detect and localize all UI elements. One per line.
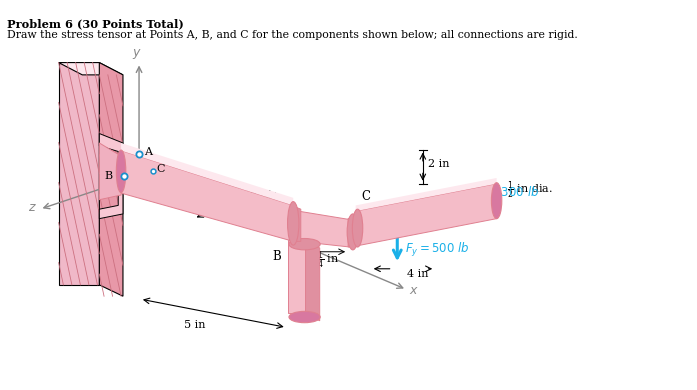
Text: 4 in: 4 in [407,268,428,278]
Text: z: z [28,201,34,214]
Text: C: C [361,190,370,204]
Polygon shape [305,240,320,321]
Text: $\frac{1}{2}$ in dia.: $\frac{1}{2}$ in dia. [507,179,553,201]
Text: $\frac{3}{4}$ in dia.: $\frac{3}{4}$ in dia. [236,185,282,207]
Polygon shape [59,62,99,285]
Text: $\frac{1}{4}$ in: $\frac{1}{4}$ in [304,216,326,237]
Polygon shape [59,62,123,75]
Text: $F_y = 500\ \mathit{lb}$: $F_y = 500\ \mathit{lb}$ [405,241,470,259]
Polygon shape [355,184,496,246]
Text: 2 in: 2 in [427,159,449,169]
Polygon shape [121,143,293,206]
Text: $F_z = 300\ \mathit{lb}$: $F_z = 300\ \mathit{lb}$ [475,185,539,201]
Text: x: x [410,284,417,297]
Text: Draw the stress tensor at Points A, B, and C for the components shown below; all: Draw the stress tensor at Points A, B, a… [6,30,577,41]
Ellipse shape [116,150,125,193]
Polygon shape [291,206,301,241]
Ellipse shape [347,214,358,250]
Text: y: y [132,46,140,59]
Text: A: A [144,147,152,158]
Polygon shape [355,178,496,211]
Polygon shape [348,214,360,247]
Text: 5 in: 5 in [185,319,206,330]
Polygon shape [121,151,293,241]
Polygon shape [59,62,99,285]
Polygon shape [99,62,123,296]
Ellipse shape [353,209,362,247]
Ellipse shape [289,239,320,250]
Polygon shape [289,240,305,313]
Ellipse shape [491,183,502,219]
Text: B: B [273,250,281,263]
Polygon shape [298,211,350,247]
Text: B: B [105,171,112,181]
Text: $1\frac{1}{4}$ in: $1\frac{1}{4}$ in [310,250,339,271]
Ellipse shape [288,202,299,245]
Polygon shape [99,143,123,200]
Text: Problem 6 (30 Points Total): Problem 6 (30 Points Total) [6,18,183,29]
Text: C: C [156,163,164,174]
Polygon shape [99,133,123,219]
Ellipse shape [289,311,320,323]
